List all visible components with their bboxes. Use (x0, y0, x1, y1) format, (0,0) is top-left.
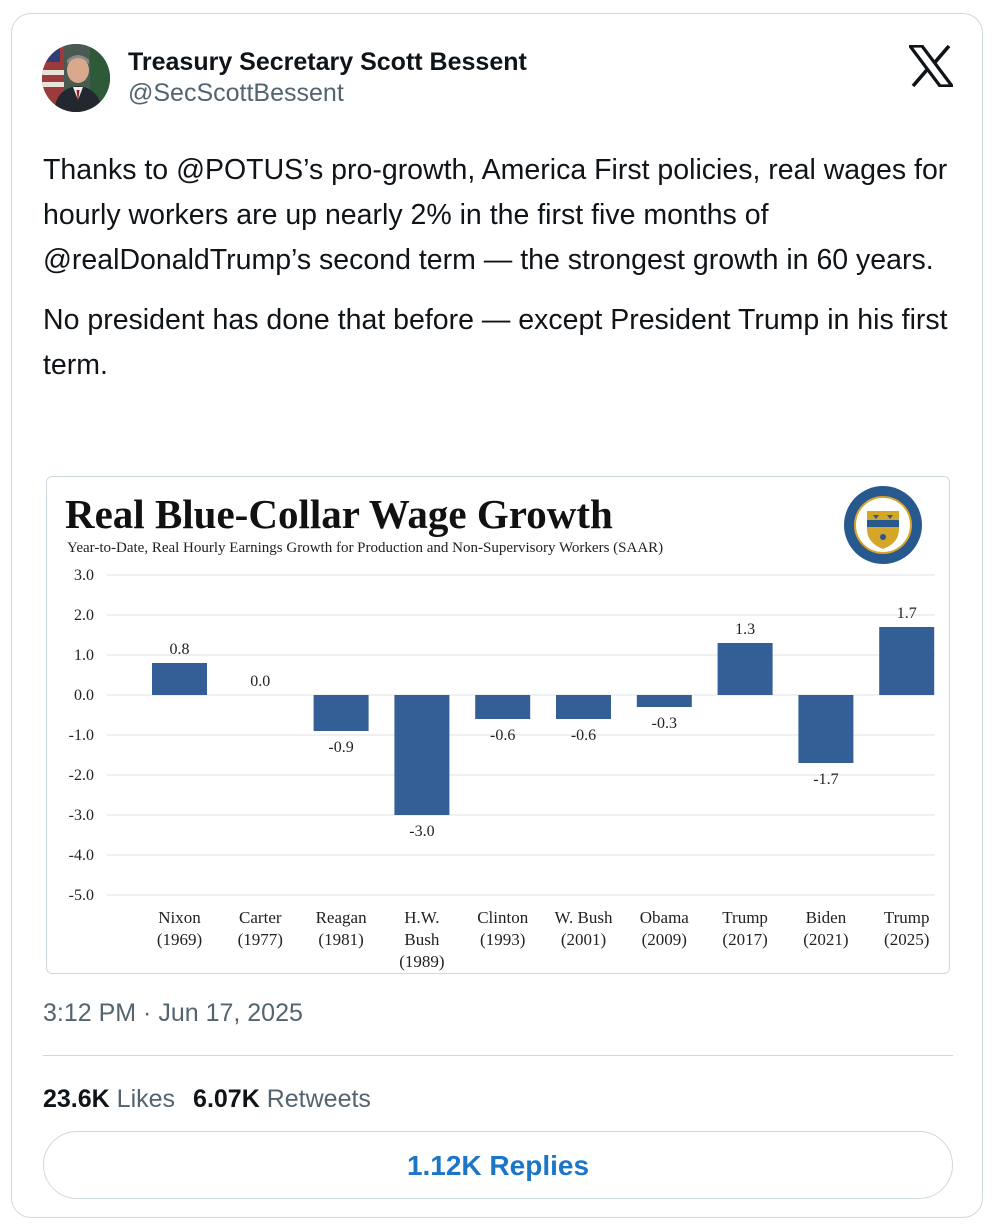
data-label: 1.7 (897, 605, 917, 622)
bar (879, 627, 935, 695)
category-label: Carter (239, 908, 282, 927)
y-tick-label: -3.0 (69, 807, 94, 824)
category-label: (1993) (480, 930, 525, 949)
category-label: (2021) (803, 930, 848, 949)
bar (313, 695, 369, 731)
category-label: (2025) (884, 930, 929, 949)
category-label: Trump (884, 908, 930, 927)
bar (636, 695, 692, 707)
category-label: Biden (806, 908, 847, 927)
bar (556, 695, 611, 719)
retweets-label: Retweets (266, 1085, 371, 1113)
author-handle[interactable]: @SecScottBessent (128, 79, 344, 107)
chart-image[interactable]: Real Blue-Collar Wage Growth Year-to-Dat… (46, 476, 950, 974)
divider (43, 1055, 953, 1056)
category-label: Nixon (158, 908, 201, 927)
author-name[interactable]: Treasury Secretary Scott Bessent (128, 48, 527, 76)
retweets-stat[interactable]: 6.07K Retweets (193, 1085, 371, 1113)
avatar-photo-icon (42, 44, 110, 112)
chart-subtitle: Year-to-Date, Real Hourly Earnings Growt… (67, 540, 663, 556)
y-tick-label: -2.0 (69, 767, 94, 784)
category-label: (1969) (157, 930, 202, 949)
bar (717, 643, 773, 695)
category-label: (1989) (399, 952, 444, 971)
data-label: 0.0 (250, 673, 270, 690)
data-label: -0.6 (490, 727, 515, 744)
likes-count: 23.6K (43, 1085, 110, 1113)
category-label: (2017) (722, 930, 767, 949)
bar (394, 695, 450, 815)
chart-title: Real Blue-Collar Wage Growth (65, 491, 613, 537)
tweet-paragraph: No president has done that before — exce… (43, 304, 948, 381)
y-tick-label: 1.0 (74, 647, 94, 664)
treasury-seal-icon (844, 486, 922, 564)
category-label: Clinton (477, 908, 529, 927)
category-label: (2001) (561, 930, 606, 949)
category-label: Obama (640, 908, 690, 927)
category-label: (2009) (642, 930, 687, 949)
data-label: -3.0 (409, 823, 434, 840)
likes-label: Likes (116, 1085, 176, 1113)
y-tick-label: -4.0 (69, 847, 94, 864)
tweet-paragraph: Thanks to @POTUS’s pro-growth, America F… (43, 154, 948, 276)
y-tick-label: -5.0 (69, 887, 94, 904)
likes-stat[interactable]: 23.6K Likes (43, 1085, 175, 1113)
bar (475, 695, 531, 719)
y-tick-label: 2.0 (74, 607, 94, 624)
bar (152, 663, 207, 695)
bar (798, 695, 854, 763)
data-label: -0.3 (652, 715, 677, 732)
category-label: (1977) (238, 930, 283, 949)
data-label: 0.8 (170, 641, 190, 658)
data-label: -0.9 (328, 739, 353, 756)
category-label: (1981) (318, 930, 363, 949)
data-label: -1.7 (813, 771, 838, 788)
tweet-text: Thanks to @POTUS’s pro-growth, America F… (43, 148, 963, 388)
replies-button[interactable]: 1.12K Replies (43, 1131, 953, 1199)
category-label: W. Bush (555, 908, 613, 927)
category-label: Bush (404, 930, 439, 949)
data-label: -0.6 (571, 727, 596, 744)
y-tick-label: 3.0 (74, 567, 94, 584)
y-tick-label: 0.0 (74, 687, 94, 704)
tweet-timestamp[interactable]: 3:12 PM · Jun 17, 2025 (43, 999, 303, 1027)
author-avatar[interactable] (42, 44, 110, 112)
category-label: Trump (722, 908, 768, 927)
engagement-stats: 23.6K Likes 6.07K Retweets (43, 1085, 371, 1114)
y-tick-label: -1.0 (69, 727, 94, 744)
data-label: 1.3 (735, 621, 755, 638)
x-logo-icon[interactable] (906, 44, 956, 88)
category-label: H.W. (404, 908, 439, 927)
retweets-count: 6.07K (193, 1085, 260, 1113)
bar-chart: Real Blue-Collar Wage Growth Year-to-Dat… (65, 486, 935, 971)
category-label: Reagan (316, 908, 367, 927)
